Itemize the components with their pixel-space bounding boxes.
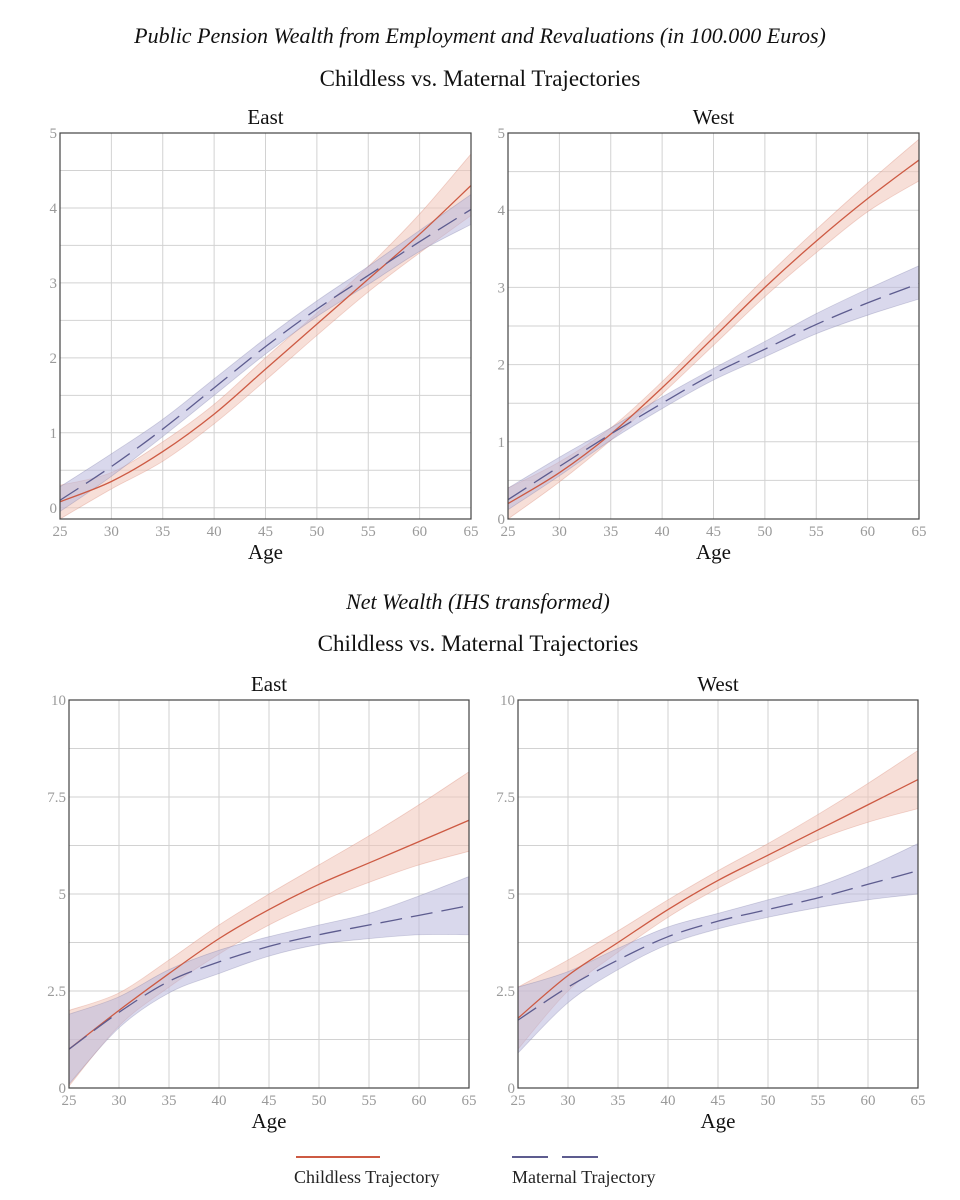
childless-trajectory-line xyxy=(60,184,471,503)
x-tick-label: 40 xyxy=(661,1093,676,1109)
x-tick-label: 50 xyxy=(757,524,772,540)
x-tick-label: 60 xyxy=(412,1093,427,1109)
legend: Childless Trajectory Maternal Trajectory xyxy=(294,1156,655,1187)
x-tick-label: 60 xyxy=(860,524,875,540)
childless-trajectory-line xyxy=(508,159,919,505)
x-tick-label: 30 xyxy=(552,524,567,540)
x-tick-label: 45 xyxy=(258,524,273,540)
legend-maternal-label: Maternal Trajectory xyxy=(512,1167,655,1187)
x-tick-label: 65 xyxy=(911,1093,926,1109)
y-tick-label: 5 xyxy=(498,126,506,142)
section-2-title: Net Wealth (IHS transformed) xyxy=(345,589,610,614)
maternal-trajectory-line xyxy=(518,870,918,1021)
y-tick-label: 0 xyxy=(508,1081,516,1097)
maternal-trajectory-line xyxy=(69,905,469,1050)
y-tick-label: 4 xyxy=(50,201,58,217)
x-tick-label: 25 xyxy=(501,524,516,540)
x-tick-label: 45 xyxy=(262,1093,277,1109)
section-2-subtitle: Childless vs. Maternal Trajectories xyxy=(318,631,639,656)
y-tick-label: 1 xyxy=(50,426,58,442)
plot-area xyxy=(508,138,919,519)
x-tick-label: 60 xyxy=(412,524,427,540)
x-tick-label: 35 xyxy=(611,1093,626,1109)
panel-title: West xyxy=(693,105,735,129)
panel-title: West xyxy=(697,672,739,696)
x-tick-label: 35 xyxy=(162,1093,177,1109)
y-tick-label: 5 xyxy=(50,126,58,142)
y-tick-label: 0 xyxy=(498,512,506,528)
x-tick-label: 60 xyxy=(861,1093,876,1109)
maternal-trajectory-line xyxy=(508,282,919,501)
y-tick-label: 3 xyxy=(498,280,506,296)
x-tick-label: 55 xyxy=(361,524,376,540)
x-tick-label: 30 xyxy=(112,1093,127,1109)
x-tick-label: 55 xyxy=(809,524,824,540)
x-tick-label: 40 xyxy=(655,524,670,540)
x-tick-label: 50 xyxy=(312,1093,327,1109)
y-tick-label: 5 xyxy=(59,887,67,903)
x-tick-label: 65 xyxy=(464,524,479,540)
x-tick-label: 50 xyxy=(309,524,324,540)
x-tick-label: 25 xyxy=(53,524,68,540)
y-tick-label: 2 xyxy=(50,351,58,367)
y-tick-label: 1 xyxy=(498,435,506,451)
x-axis-label: Age xyxy=(696,540,731,564)
section-1-subtitle: Childless vs. Maternal Trajectories xyxy=(320,66,641,91)
x-axis-label: Age xyxy=(252,1109,287,1133)
y-tick-label: 7.5 xyxy=(47,790,66,806)
x-tick-label: 25 xyxy=(62,1093,77,1109)
panel-title: East xyxy=(247,105,283,129)
y-tick-label: 3 xyxy=(50,276,58,292)
plot-frame xyxy=(59,132,472,520)
maternal-trajectory-line xyxy=(60,208,471,501)
maternal-confidence-band xyxy=(508,265,919,511)
x-axis-label: Age xyxy=(701,1109,736,1133)
legend-childless-label: Childless Trajectory xyxy=(294,1167,440,1187)
y-tick-label: 2.5 xyxy=(496,984,515,1000)
x-tick-label: 45 xyxy=(706,524,721,540)
y-tick-label: 0 xyxy=(50,501,58,517)
x-tick-label: 55 xyxy=(362,1093,377,1109)
y-tick-label: 4 xyxy=(498,203,506,219)
panel-netwealth-east: East 25 30 35 40 45 50 55 60 65 0 2.5 5 7.5 10 Age xyxy=(47,672,476,1133)
childless-trajectory-line xyxy=(518,778,918,1019)
plot-frame xyxy=(507,132,920,520)
x-tick-label: 30 xyxy=(561,1093,576,1109)
y-tick-label: 10 xyxy=(500,693,515,709)
y-tick-label: 5 xyxy=(508,887,516,903)
plot-frame xyxy=(517,699,919,1089)
x-tick-label: 65 xyxy=(912,524,927,540)
x-tick-label: 35 xyxy=(603,524,618,540)
x-tick-label: 40 xyxy=(207,524,222,540)
x-tick-label: 30 xyxy=(104,524,119,540)
x-tick-label: 40 xyxy=(212,1093,227,1109)
plot-area xyxy=(60,153,471,519)
y-tick-label: 10 xyxy=(51,693,66,709)
x-tick-label: 45 xyxy=(711,1093,726,1109)
y-tick-label: 2.5 xyxy=(47,984,66,1000)
x-tick-label: 25 xyxy=(511,1093,526,1109)
section-1-title: Public Pension Wealth from Employment an… xyxy=(133,23,826,48)
x-tick-label: 50 xyxy=(761,1093,776,1109)
y-tick-label: 2 xyxy=(498,358,506,374)
y-tick-label: 0 xyxy=(59,1081,67,1097)
x-tick-label: 35 xyxy=(155,524,170,540)
x-tick-label: 55 xyxy=(811,1093,826,1109)
panel-netwealth-west: West 25 30 35 40 45 50 55 60 65 0 2.5 5 7.5 10 Age xyxy=(496,672,925,1133)
childless-trajectory-line xyxy=(69,819,469,1050)
y-tick-label: 7.5 xyxy=(496,790,515,806)
x-tick-label: 65 xyxy=(462,1093,477,1109)
panel-title: East xyxy=(251,672,287,696)
x-axis-label: Age xyxy=(248,540,283,564)
plot-frame xyxy=(68,699,470,1089)
